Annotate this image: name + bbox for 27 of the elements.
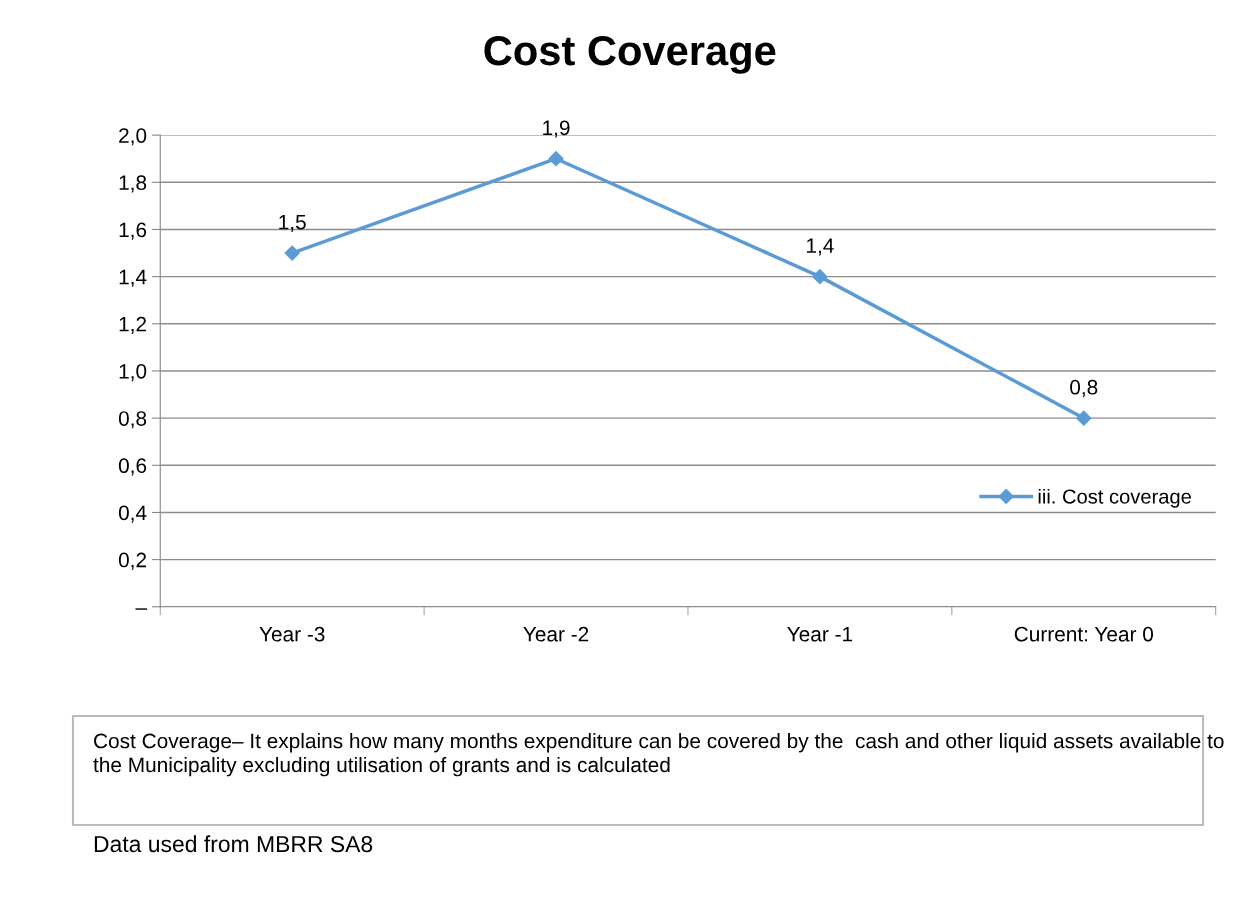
data-label: 1,9 bbox=[543, 120, 570, 138]
y-tick-label: 1,0 bbox=[119, 363, 147, 382]
y-tick-label: 2,0 bbox=[119, 128, 147, 146]
y-tick-label: 1,8 bbox=[119, 175, 147, 193]
y-tick-label: 1,4 bbox=[119, 269, 147, 287]
data-label: 1,5 bbox=[279, 214, 306, 232]
y-tick-label: 0,8 bbox=[118, 411, 147, 429]
y-tick-label: 1,2 bbox=[119, 316, 147, 335]
data-label: 0,8 bbox=[1070, 379, 1098, 398]
y-tick-label: 1,6 bbox=[119, 222, 147, 240]
legend-label: iii. Cost coverage bbox=[1038, 488, 1191, 508]
y-tick-label: 0,6 bbox=[118, 458, 147, 476]
x-tick-label: Year -2 bbox=[523, 626, 589, 642]
point bbox=[284, 245, 300, 261]
y-tick-label: – bbox=[135, 608, 148, 610]
x-tick-label: Year -3 bbox=[259, 626, 325, 642]
point bbox=[812, 269, 828, 285]
data-label: 1,4 bbox=[807, 238, 834, 256]
chart-title: Cost Coverage bbox=[484, 35, 776, 74]
y-tick-label: 0,4 bbox=[118, 505, 147, 523]
x-tick-label: Current: Year 0 bbox=[1014, 626, 1154, 642]
text: Cost Coverage– It explains how many months expenditure can be covered by the cash and other liquid assets available to the Municipality excluding utilisation of grants and is calculated bbox=[93, 733, 1224, 777]
point bbox=[1076, 410, 1092, 426]
text: Data used from MBRR SA8 bbox=[94, 835, 373, 853]
x-tick-label: Year -1 bbox=[787, 626, 853, 642]
point bbox=[548, 151, 564, 167]
y-tick-label: 0,2 bbox=[118, 552, 147, 570]
